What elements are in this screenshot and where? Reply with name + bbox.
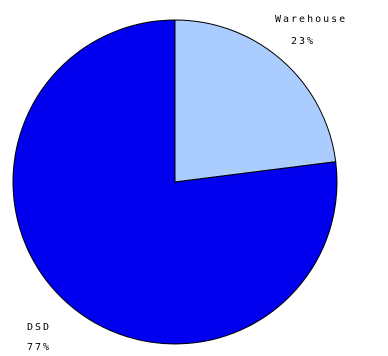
pie-slice-warehouse: [174, 19, 337, 183]
slice-label-dsd-percent: 77%: [27, 342, 51, 353]
pie-slice-dsd: [12, 19, 338, 345]
slice-label-dsd-name: DSD: [27, 322, 51, 333]
slice-label-warehouse-name: Warehouse: [275, 14, 347, 25]
pie-slices: [12, 19, 338, 345]
slice-label-warehouse-percent: 23%: [291, 36, 315, 47]
